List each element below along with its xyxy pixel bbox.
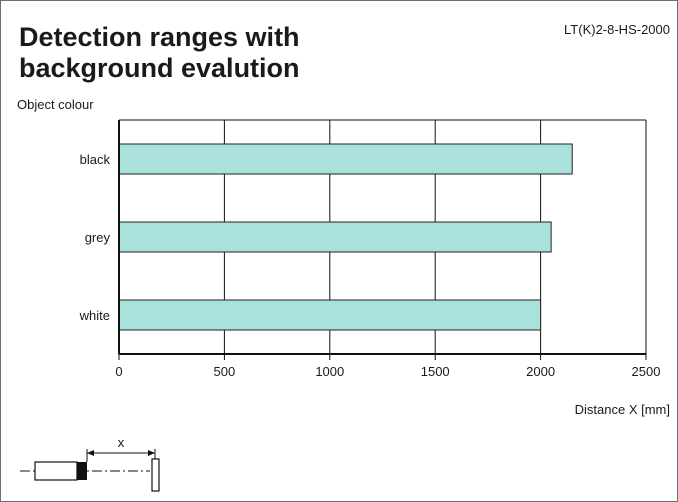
bar-grey [118, 221, 552, 253]
chart-title: Detection ranges with background evaluti… [19, 22, 300, 83]
x-tick-label-2000: 2000 [526, 364, 555, 379]
dimension-arrow-left [87, 450, 94, 456]
y-axis-label: Object colour [17, 97, 94, 112]
dimension-arrow-right [148, 450, 155, 456]
x-tick-label-1500: 1500 [421, 364, 450, 379]
model-label: LT(K)2-8-HS-2000 [564, 22, 670, 37]
category-label-grey: grey [85, 230, 111, 245]
category-label-white: white [79, 308, 110, 323]
x-axis-label: Distance X [mm] [574, 402, 670, 417]
sensor-lens-icon [77, 462, 87, 480]
bars [118, 143, 573, 331]
bar-black [118, 143, 573, 175]
tick-labels: black grey white 0 500 1000 1500 2000 2500 [79, 152, 661, 379]
sensor-body-icon [34, 461, 78, 481]
target-plate-icon [151, 458, 160, 492]
bar-white [118, 299, 542, 331]
category-label-black: black [80, 152, 111, 167]
bar-chart: black grey white 0 500 1000 1500 2000 2500 [79, 119, 661, 379]
sensor-distance-diagram: x [20, 435, 160, 492]
x-tick-label-2500: 2500 [632, 364, 661, 379]
x-tick-label-0: 0 [115, 364, 122, 379]
axes [118, 120, 647, 360]
x-tick-label-500: 500 [214, 364, 236, 379]
dimension-label: x [118, 435, 125, 450]
x-tick-label-1000: 1000 [315, 364, 344, 379]
